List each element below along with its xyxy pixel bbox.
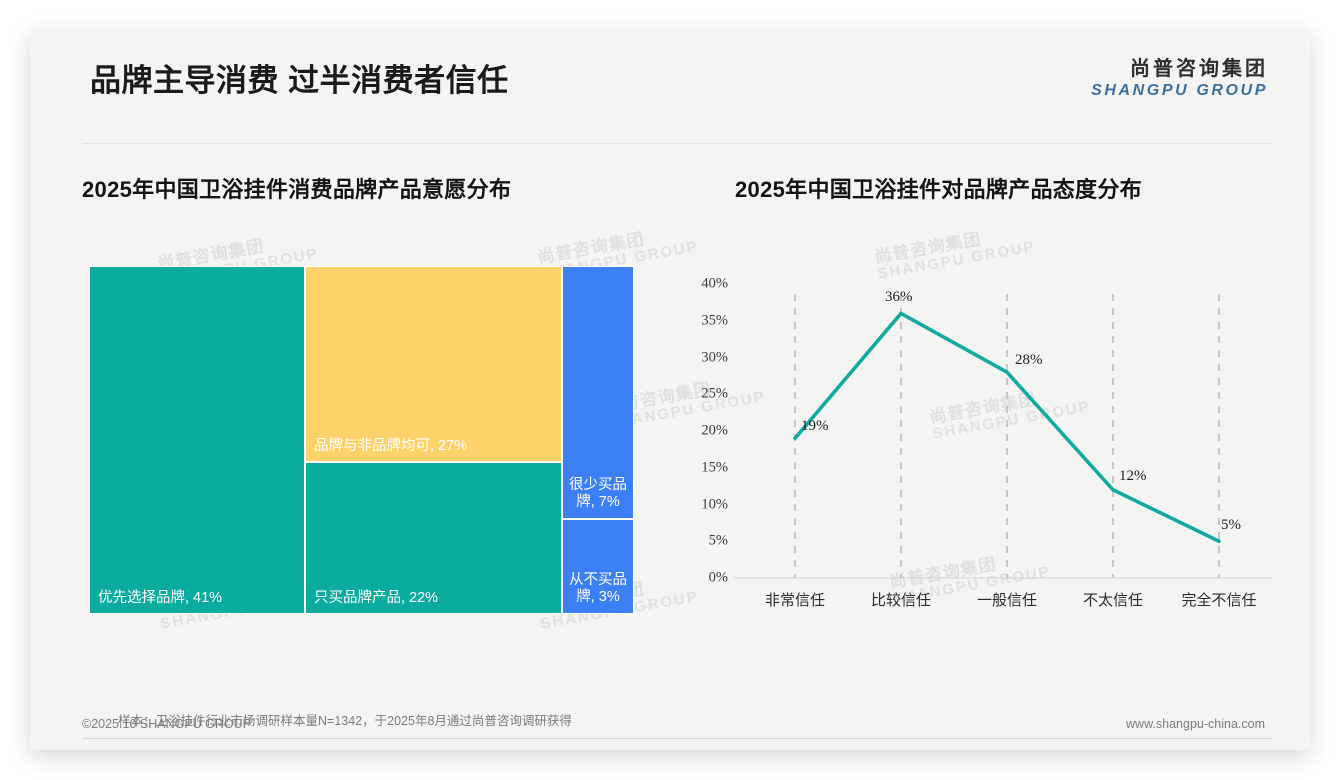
logo-text-cn: 尚普咨询集团	[1130, 58, 1268, 80]
treemap-cell-label: 从不买品牌, 3%	[569, 571, 627, 606]
right-chart-title: 2025年中国卫浴挂件对品牌产品态度分布	[735, 177, 1142, 202]
y-axis-tick-label: 5%	[708, 532, 728, 549]
x-axis-tick-label: 比较信任	[870, 592, 932, 609]
header-divider	[82, 143, 1272, 144]
watermark-cn: 尚普咨询集团	[536, 229, 646, 267]
y-axis-tick-label: 40%	[701, 275, 728, 292]
source-footnote: 样本：卫浴挂件行业市场调研样本量N=1342，于2025年8月通过尚普咨询调研获…	[118, 714, 572, 728]
treemap-cell[interactable]: 优先选择品牌, 41%	[89, 266, 305, 614]
treemap-cell-label: 优先选择品牌, 41%	[98, 590, 223, 606]
slide-card: 尚普咨询集团 SHANGPU GROUP 尚普咨询集团 SHANGPU GROU…	[30, 30, 1310, 750]
treemap-cell-label: 只买品牌产品, 22%	[314, 590, 439, 606]
x-axis-tick-label: 非常信任	[764, 592, 826, 609]
footer-band	[30, 718, 1310, 750]
treemap-cell-label: 品牌与非品牌均可, 27%	[314, 438, 468, 454]
y-axis-tick-label: 35%	[701, 312, 728, 329]
treemap-cell[interactable]: 只买品牌产品, 22%	[305, 462, 562, 614]
watermark-cn: 尚普咨询集团	[873, 229, 983, 267]
treemap-cell[interactable]: 很少买品牌, 7%	[562, 266, 634, 519]
line-chart-svg	[734, 294, 1272, 579]
footer-divider	[82, 738, 1272, 739]
y-axis-tick-label: 15%	[701, 459, 728, 476]
page-title: 品牌主导消费 过半消费者信任	[90, 63, 509, 98]
treemap-cell[interactable]: 品牌与非品牌均可, 27%	[305, 266, 562, 462]
data-point-label: 12%	[1119, 467, 1147, 484]
logo-text-en: SHANGPU GROUP	[1091, 82, 1268, 99]
data-point-label: 36%	[885, 289, 913, 306]
x-axis-tick-label: 不太信任	[1082, 592, 1144, 609]
line-series[interactable]	[793, 311, 1221, 544]
y-axis-tick-label: 10%	[701, 496, 728, 512]
x-axis-tick-label: 一般信任	[976, 592, 1038, 609]
y-axis-tick-label: 30%	[701, 349, 728, 365]
y-axis-tick-label: 0%	[708, 569, 728, 586]
left-chart-title: 2025年中国卫浴挂件消费品牌产品意愿分布	[82, 177, 512, 202]
footer-website[interactable]: www.shangpu-china.com	[1126, 717, 1265, 731]
data-point-label: 5%	[1221, 517, 1241, 534]
line-chart: 0% 5% 10% 15% 20% 25% 30% 35% 40% 19% 36% 28% 12% 5% 非…	[670, 266, 1290, 626]
footer-copyright: ©2025.10 SHANGPU GROUP	[82, 717, 251, 731]
brand-logo: 尚普咨询集团 SHANGPU GROUP	[1091, 58, 1268, 100]
slide-header: 品牌主导消费 过半消费者信任 尚普咨询集团 SHANGPU GROUP	[30, 30, 1310, 116]
treemap-cell[interactable]: 从不买品牌, 3%	[562, 519, 634, 614]
y-axis-tick-label: 20%	[701, 422, 728, 439]
data-point-label: 19%	[801, 418, 829, 435]
treemap-chart: 优先选择品牌, 41% 品牌与非品牌均可, 27% 只买品牌产品, 22% 很少买品牌…	[89, 266, 634, 614]
x-axis-tick-label: 完全不信任	[1181, 592, 1257, 609]
data-point-label: 28%	[1015, 352, 1043, 369]
treemap-cell-label: 很少买品牌, 7%	[569, 476, 627, 511]
y-axis-tick-label: 25%	[701, 385, 728, 402]
